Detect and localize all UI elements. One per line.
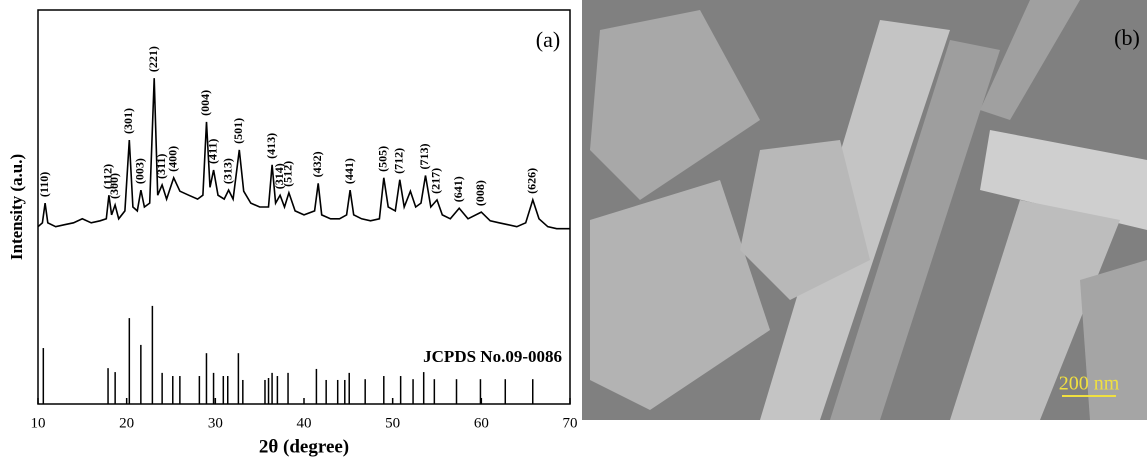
panel-label: (b): [1114, 25, 1140, 50]
peak-label: (512): [281, 161, 295, 187]
peak-label: (712): [392, 148, 406, 174]
scale-bar-label: 200 nm: [1059, 373, 1120, 395]
peak-label: (441): [342, 158, 356, 184]
x-tick-label: 70: [563, 415, 578, 431]
y-axis-label: Intensity (a.u.): [7, 154, 26, 260]
peak-label: (432): [310, 151, 324, 177]
x-tick-label: 20: [119, 415, 134, 431]
sem-image: [582, 0, 1147, 420]
peak-label: (626): [525, 168, 539, 194]
peak-label: (003): [133, 158, 147, 184]
peak-label: (300): [107, 173, 121, 199]
x-tick-label: 30: [208, 415, 223, 431]
peak-label: (004): [198, 90, 212, 116]
plot-frame: [38, 10, 570, 404]
peak-label: (313): [220, 158, 234, 184]
x-tick-label: 40: [297, 415, 312, 431]
legend-label: JCPDS No.09-0086: [423, 347, 562, 366]
xrd-pattern: [38, 78, 570, 229]
x-tick-label: 60: [474, 415, 489, 431]
x-axis-label: 2θ (degree): [259, 436, 349, 457]
peak-label: (400): [165, 146, 179, 172]
peak-label: (505): [376, 146, 390, 172]
peak-label: (413): [264, 133, 278, 159]
x-tick-label: 50: [385, 415, 400, 431]
peak-label: (110): [37, 172, 51, 197]
peak-label: (008): [473, 180, 487, 206]
x-tick-label: 10: [31, 415, 46, 431]
peak-label: (217): [429, 168, 443, 194]
peak-label: (301): [121, 108, 135, 134]
peak-label: (713): [417, 143, 431, 169]
peak-label: (221): [146, 46, 160, 72]
figure: (a) 2θ (degree) Intensity (a.u.) (b) 200…: [0, 0, 1147, 459]
peak-label: (411): [205, 139, 219, 164]
peak-label: (641): [451, 176, 465, 202]
peak-label: (501): [231, 118, 245, 144]
panel-label: (a): [536, 27, 560, 52]
